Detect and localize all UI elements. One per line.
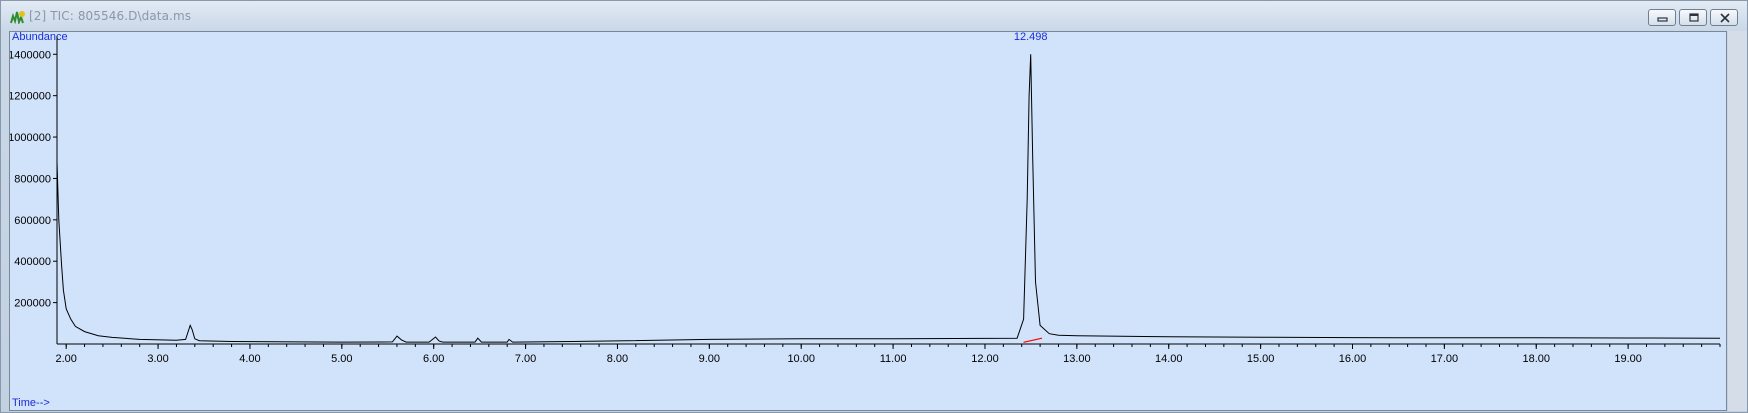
x-tick-label: 6.00: [423, 353, 444, 365]
x-tick-label: 15.00: [1247, 353, 1275, 365]
title-bar[interactable]: [2] TIC: 805546.D\data.ms: [1, 1, 1747, 31]
x-tick-label: 8.00: [607, 353, 628, 365]
x-tick-label: 3.00: [147, 353, 168, 365]
x-tick-label: 11.00: [880, 353, 907, 365]
x-tick-label: 7.00: [515, 353, 536, 365]
y-tick-label: 1200000: [10, 91, 51, 103]
tic-trace-line: [56, 54, 1721, 343]
chart-axes: 200000 400000 600000 800000 1000000 1200000 14…: [10, 36, 1721, 365]
x-tick-label: 18.00: [1522, 353, 1550, 365]
close-icon: [1720, 13, 1730, 23]
minimize-button[interactable]: [1648, 9, 1676, 26]
window-title: [2] TIC: 805546.D\data.ms: [29, 9, 192, 23]
chromatogram-chart: Abundance Time--> 200000 400000 600000 8000…: [10, 32, 1721, 409]
y-tick-label: 1000000: [10, 132, 51, 144]
x-tick-label: 12.00: [971, 353, 999, 365]
chromatogram-plot[interactable]: Abundance Time--> 200000 400000 600000 8000…: [9, 31, 1727, 411]
x-tick-label: 17.00: [1431, 353, 1459, 365]
y-axis-title: Abundance: [12, 32, 68, 43]
maximize-button[interactable]: [1679, 9, 1707, 26]
x-tick-label: 14.00: [1155, 353, 1183, 365]
x-tick-label: 4.00: [239, 353, 260, 365]
x-tick-label: 2.00: [55, 353, 76, 365]
x-tick-label: 9.00: [699, 353, 720, 365]
x-tick-label: 19.00: [1614, 353, 1642, 365]
y-tick-label: 400000: [14, 256, 51, 268]
baseline-marker: [1023, 337, 1043, 343]
x-tick-label: 13.00: [1063, 353, 1091, 365]
x-tick-label: 10.00: [787, 353, 815, 365]
y-tick-label: 600000: [14, 215, 51, 227]
x-tick-label: 5.00: [331, 353, 352, 365]
y-tick-label: 200000: [14, 298, 51, 310]
maximize-icon: [1689, 13, 1699, 22]
minimize-icon: [1657, 17, 1668, 22]
x-tick-label: 16.00: [1339, 353, 1367, 365]
y-tick-label: 1400000: [10, 49, 51, 61]
tic-trace: [56, 54, 1721, 343]
y-tick-label: 800000: [14, 173, 51, 185]
peak-label: 12.498: [1014, 32, 1048, 43]
close-button[interactable]: [1710, 9, 1738, 26]
window-right-border: [1728, 31, 1747, 411]
chromatogram-app-icon: [10, 11, 25, 24]
x-axis-title: Time-->: [12, 397, 50, 409]
peak-annotations: 12.498: [1014, 32, 1048, 43]
